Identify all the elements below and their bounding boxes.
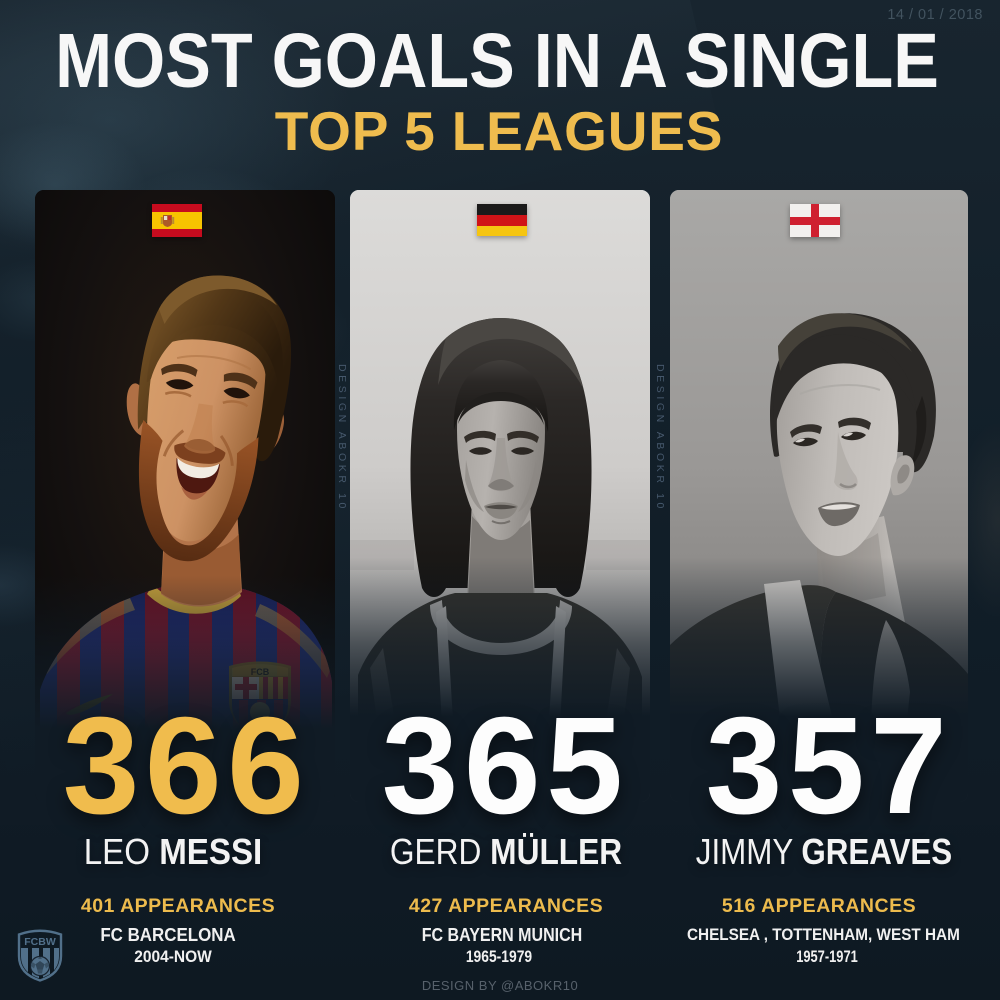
svg-text:FCBW: FCBW [24,936,56,948]
